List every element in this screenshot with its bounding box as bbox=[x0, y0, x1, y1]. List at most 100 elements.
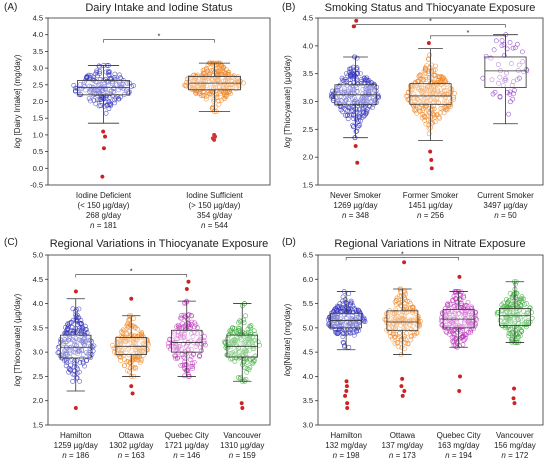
data-point bbox=[350, 313, 355, 319]
data-point bbox=[221, 95, 227, 101]
data-point bbox=[456, 296, 462, 302]
data-point bbox=[228, 344, 234, 350]
data-point bbox=[345, 107, 351, 113]
data-point bbox=[63, 356, 69, 362]
data-point bbox=[252, 337, 258, 343]
data-point bbox=[450, 312, 456, 318]
data-point bbox=[511, 91, 517, 97]
data-point bbox=[67, 348, 73, 353]
data-point bbox=[198, 337, 203, 342]
data-point bbox=[488, 55, 494, 61]
data-point bbox=[342, 86, 347, 92]
data-point bbox=[402, 336, 408, 342]
data-point bbox=[392, 334, 398, 340]
data-point bbox=[513, 332, 519, 338]
data-point bbox=[94, 87, 100, 93]
sample-size-label: n = 194 bbox=[445, 451, 472, 460]
data-point bbox=[105, 69, 111, 74]
data-point bbox=[513, 309, 519, 315]
data-point bbox=[208, 91, 214, 97]
data-point bbox=[356, 310, 362, 316]
data-point bbox=[399, 312, 405, 318]
data-point bbox=[499, 302, 505, 308]
data-point bbox=[212, 104, 218, 110]
category-label: 268 g/day bbox=[86, 211, 121, 220]
y-tick-label: 4.0 bbox=[303, 372, 313, 381]
category-label: 1259 µg/day bbox=[54, 441, 98, 450]
data-point bbox=[433, 63, 439, 69]
data-point bbox=[519, 49, 525, 55]
data-point bbox=[414, 110, 420, 116]
category-label: 1451 µg/day bbox=[408, 201, 452, 210]
data-point bbox=[138, 356, 144, 362]
data-point bbox=[425, 88, 431, 93]
data-point bbox=[452, 290, 458, 296]
data-point bbox=[354, 71, 360, 77]
data-point bbox=[62, 348, 67, 354]
data-point bbox=[431, 103, 436, 109]
data-point bbox=[463, 332, 469, 338]
outlier-point bbox=[399, 384, 404, 389]
panel-b: (B) Smoking Status and Thiocyanate Exposu… bbox=[282, 2, 544, 220]
data-point bbox=[222, 339, 227, 345]
data-point bbox=[119, 82, 124, 88]
data-point bbox=[335, 314, 340, 320]
data-point bbox=[126, 329, 132, 335]
y-tick-label: 1.5 bbox=[303, 181, 313, 190]
significance-star: * bbox=[401, 249, 404, 258]
data-point bbox=[203, 67, 209, 72]
data-point bbox=[522, 320, 528, 325]
data-point bbox=[88, 98, 93, 104]
box bbox=[386, 310, 419, 331]
data-point bbox=[72, 341, 78, 347]
data-point bbox=[497, 317, 503, 323]
data-point bbox=[236, 84, 242, 90]
data-point bbox=[348, 66, 353, 72]
data-point bbox=[514, 41, 520, 47]
data-point bbox=[436, 100, 442, 106]
data-point bbox=[497, 74, 503, 80]
data-point bbox=[188, 363, 194, 369]
box bbox=[409, 83, 452, 105]
data-point bbox=[236, 355, 242, 361]
data-point bbox=[439, 310, 445, 316]
y-tick-label: 4.5 bbox=[33, 14, 43, 23]
y-tick-label: 3.5 bbox=[303, 396, 313, 405]
data-point bbox=[410, 304, 416, 310]
data-point bbox=[113, 76, 119, 82]
outlier-point bbox=[240, 405, 245, 411]
panel-d: (D) Regional Variations in Nitrate Exposu… bbox=[282, 237, 544, 460]
data-point bbox=[96, 103, 102, 109]
data-point bbox=[240, 360, 246, 365]
data-point bbox=[505, 299, 511, 305]
data-point bbox=[69, 356, 75, 362]
data-point bbox=[93, 79, 99, 85]
data-point bbox=[344, 301, 350, 307]
data-point bbox=[404, 309, 410, 315]
data-point bbox=[59, 352, 64, 358]
box-group-3 bbox=[480, 32, 530, 125]
data-point bbox=[340, 334, 346, 339]
data-point bbox=[510, 96, 516, 102]
data-points bbox=[165, 298, 208, 379]
category-label: 1721 µg/day bbox=[165, 441, 209, 450]
data-point bbox=[511, 292, 516, 297]
y-tick-label: 3.0 bbox=[303, 97, 313, 106]
data-point bbox=[165, 341, 171, 346]
data-point bbox=[184, 367, 190, 373]
data-point bbox=[351, 100, 357, 106]
data-point bbox=[441, 110, 447, 116]
data-point bbox=[88, 84, 94, 90]
category-label: 156 mg/day bbox=[494, 441, 536, 450]
data-point bbox=[454, 308, 460, 314]
data-point bbox=[351, 330, 357, 336]
outlier-point bbox=[353, 143, 358, 149]
data-point bbox=[192, 324, 197, 330]
data-point bbox=[185, 312, 191, 318]
sample-size-label: n = 186 bbox=[62, 451, 89, 460]
data-point bbox=[513, 298, 518, 304]
data-point bbox=[417, 99, 423, 105]
data-point bbox=[211, 67, 217, 73]
data-point bbox=[373, 97, 378, 103]
category-label: Iodine Sufficient bbox=[186, 191, 244, 200]
